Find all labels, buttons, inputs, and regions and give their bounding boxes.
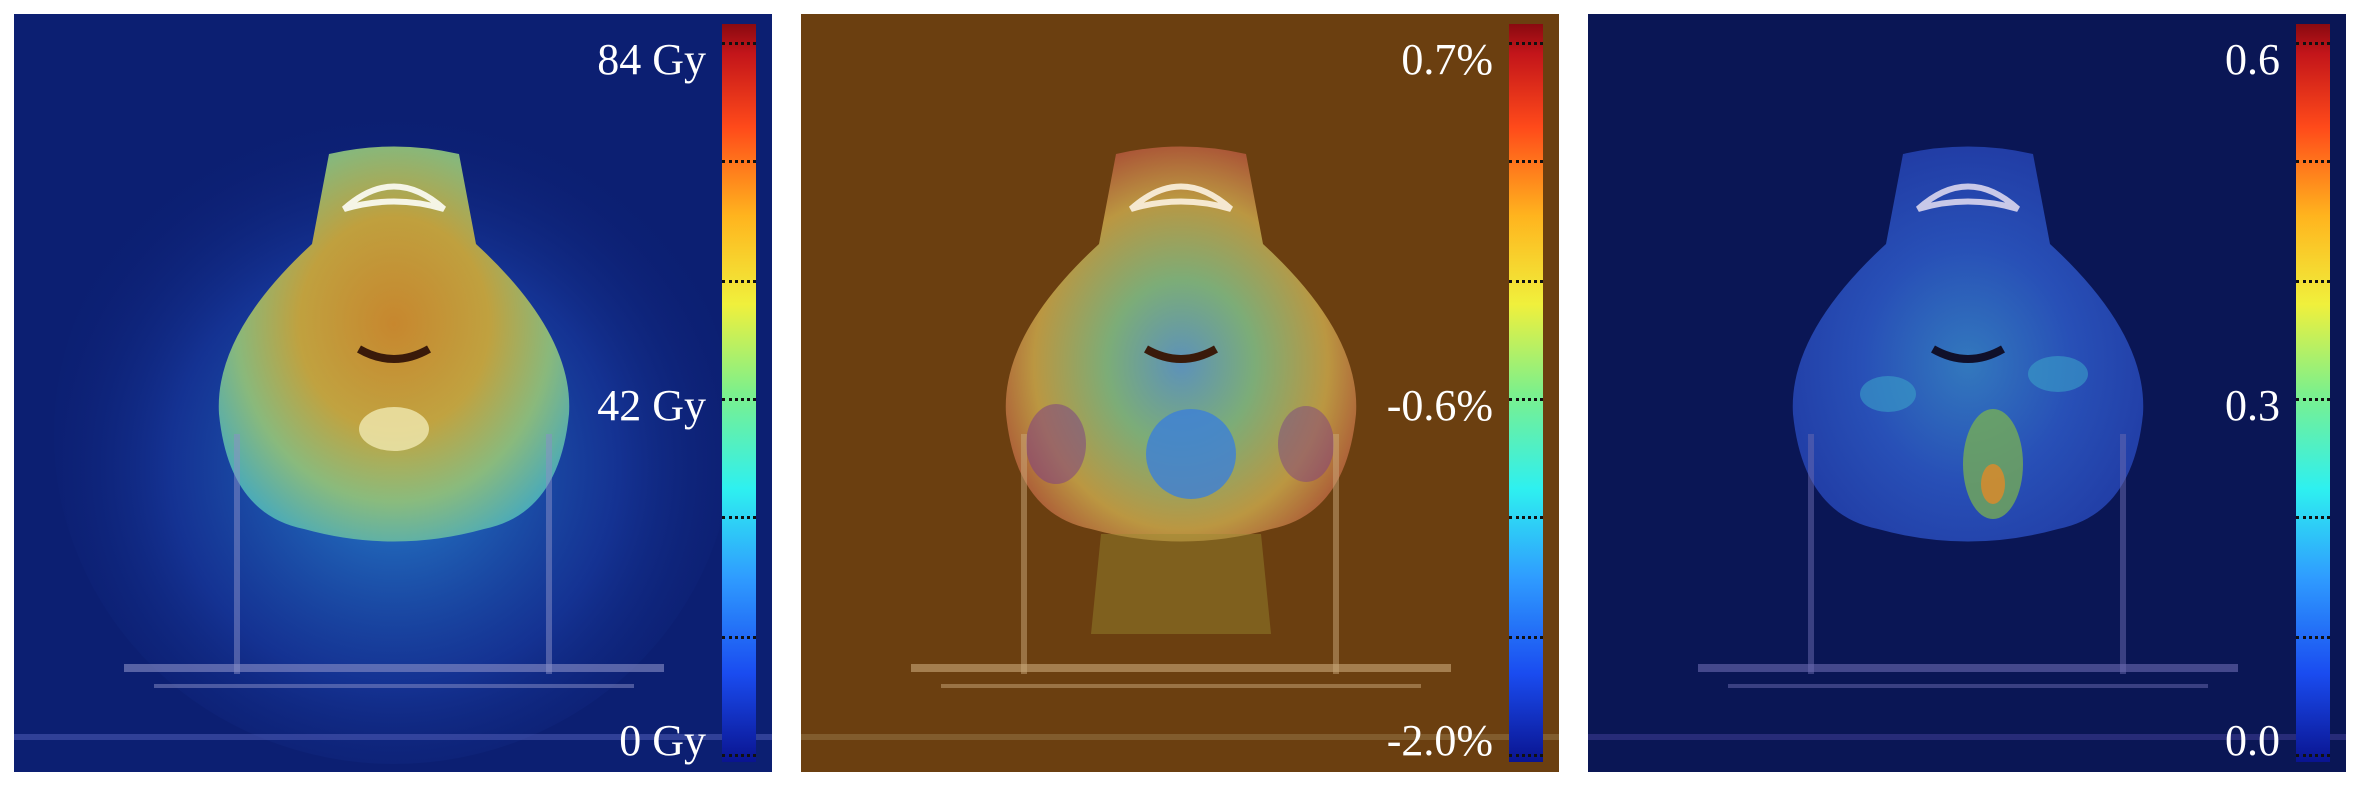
colorbar-tick: [1509, 160, 1543, 163]
colorbar-mid-label: 0.3: [2225, 381, 2280, 430]
difference-colorbar: [1509, 24, 1543, 762]
uncertainty-map-image: [1588, 146, 2346, 740]
dose-map-image: [14, 104, 772, 764]
colorbar-tick: [2296, 636, 2330, 639]
colorbar-min-label: -2.0%: [1386, 716, 1493, 765]
colorbar-tick: [722, 636, 756, 639]
colorbar-mid-label: -0.6%: [1386, 381, 1493, 430]
colorbar-tick: [1509, 636, 1543, 639]
colorbar-tick: [1509, 754, 1543, 757]
colorbar-min-label: 0 Gy: [619, 716, 706, 765]
colorbar-tick: [722, 160, 756, 163]
colorbar-min-label: 0.0: [2225, 716, 2280, 765]
colorbar-tick: [2296, 398, 2330, 401]
colorbar-tick: [2296, 42, 2330, 45]
dose-map-panel: 84 Gy 42 Gy 0 Gy: [14, 14, 772, 772]
uncertainty-colorbar: [2296, 24, 2330, 762]
colorbar-tick: [722, 398, 756, 401]
colorbar-tick: [1509, 42, 1543, 45]
colorbar-tick: [1509, 280, 1543, 283]
colorbar-tick: [2296, 516, 2330, 519]
colorbar-mid-label: 42 Gy: [597, 381, 706, 430]
colorbar-max-label: 0.6: [2225, 35, 2280, 84]
colorbar-tick: [2296, 754, 2330, 757]
dose-colorbar: [722, 24, 756, 762]
colorbar-tick: [1509, 398, 1543, 401]
uncertainty-map-panel: 0.6 0.3 0.0: [1588, 14, 2346, 772]
colorbar-tick: [2296, 160, 2330, 163]
colorbar-tick: [2296, 280, 2330, 283]
difference-map-panel: 0.7% -0.6% -2.0%: [801, 14, 1559, 772]
colorbar-tick: [722, 754, 756, 757]
colorbar-max-label: 0.7%: [1401, 35, 1493, 84]
colorbar-tick: [722, 280, 756, 283]
difference-map-image: [801, 146, 1559, 740]
colorbar-tick: [1509, 516, 1543, 519]
colorbar-max-label: 84 Gy: [597, 35, 706, 84]
colorbar-tick: [722, 516, 756, 519]
colorbar-tick: [722, 42, 756, 45]
